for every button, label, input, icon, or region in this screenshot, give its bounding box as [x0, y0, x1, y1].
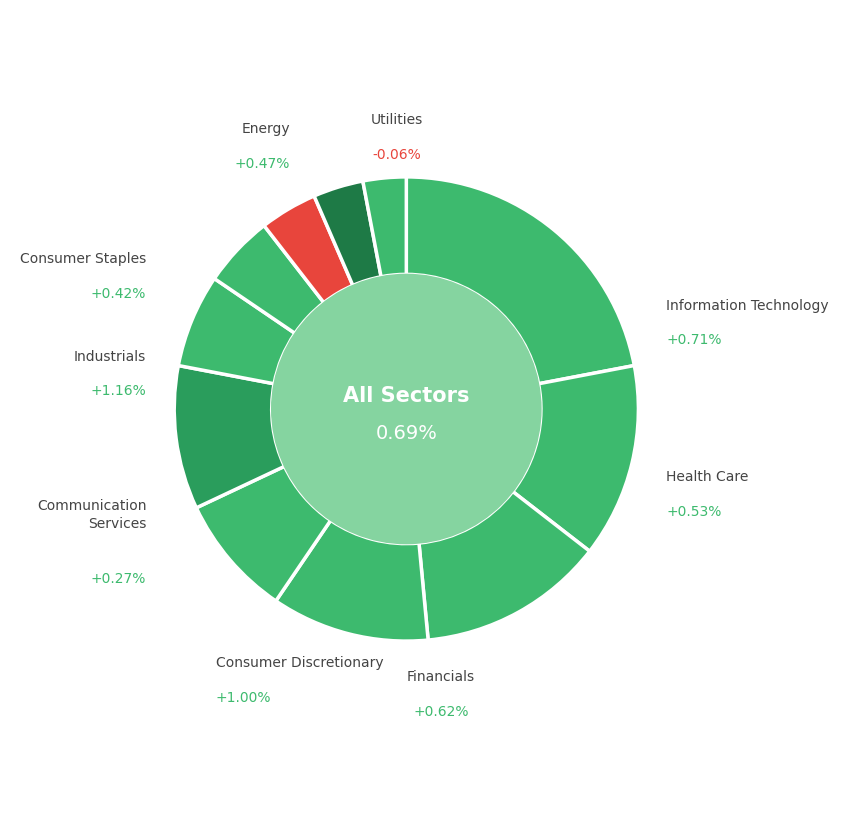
- Text: +0.42%: +0.42%: [91, 287, 146, 301]
- Text: +0.27%: +0.27%: [91, 572, 146, 586]
- Text: +0.71%: +0.71%: [666, 333, 722, 347]
- Text: Health Care: Health Care: [666, 470, 749, 484]
- Text: 0.69%: 0.69%: [375, 423, 437, 442]
- Text: Consumer Discretionary: Consumer Discretionary: [216, 655, 384, 669]
- Circle shape: [272, 275, 541, 544]
- Text: Communication
Services: Communication Services: [37, 499, 146, 530]
- Wedge shape: [419, 492, 590, 640]
- Text: Financials: Financials: [407, 669, 475, 683]
- Wedge shape: [178, 279, 295, 384]
- Wedge shape: [363, 178, 407, 278]
- Text: Energy: Energy: [242, 122, 290, 136]
- Text: -0.06%: -0.06%: [373, 147, 421, 161]
- Text: +0.62%: +0.62%: [413, 704, 469, 718]
- Text: +0.53%: +0.53%: [666, 505, 722, 518]
- Wedge shape: [276, 521, 428, 641]
- Wedge shape: [214, 226, 323, 334]
- Wedge shape: [196, 467, 330, 601]
- Wedge shape: [513, 366, 638, 551]
- Text: Utilities: Utilities: [371, 113, 423, 127]
- Wedge shape: [264, 197, 353, 303]
- Text: Industrials: Industrials: [74, 349, 146, 363]
- Wedge shape: [407, 178, 634, 384]
- Text: +1.00%: +1.00%: [216, 690, 272, 704]
- Text: Consumer Staples: Consumer Staples: [20, 251, 146, 266]
- Text: Information Technology: Information Technology: [666, 298, 829, 312]
- Text: All Sectors: All Sectors: [343, 386, 469, 405]
- Text: +1.16%: +1.16%: [91, 384, 146, 398]
- Wedge shape: [314, 182, 381, 286]
- Wedge shape: [174, 366, 284, 509]
- Text: +0.47%: +0.47%: [235, 156, 290, 171]
